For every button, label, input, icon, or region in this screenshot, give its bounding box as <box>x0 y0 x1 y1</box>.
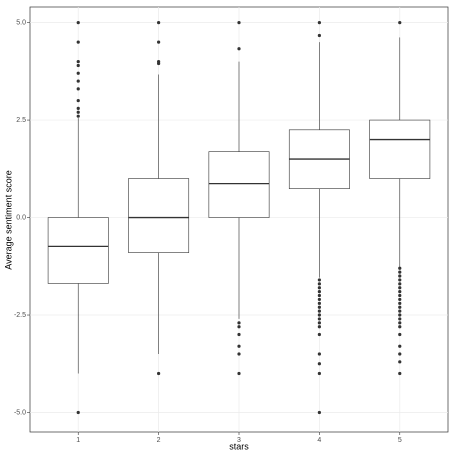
box <box>208 151 270 218</box>
box <box>47 217 109 284</box>
outlier <box>157 371 161 376</box>
y-tick-label: -5.0 <box>14 409 26 416</box>
outlier <box>76 20 80 25</box>
box <box>369 119 431 179</box>
outlier <box>76 110 80 114</box>
outlier <box>398 290 402 294</box>
box <box>128 178 190 253</box>
outlier <box>76 114 80 118</box>
outlier <box>157 20 161 25</box>
outlier <box>76 106 80 110</box>
outlier <box>157 40 161 44</box>
outlier <box>76 59 80 64</box>
outlier <box>76 71 80 75</box>
outlier <box>398 344 402 348</box>
outlier <box>317 301 321 305</box>
outlier <box>398 286 402 290</box>
outlier <box>398 360 402 364</box>
outlier <box>76 79 80 83</box>
outlier <box>317 332 321 337</box>
outlier <box>237 325 241 329</box>
x-tick-label: 5 <box>398 437 402 444</box>
x-axis-title: stars <box>229 441 249 451</box>
outlier <box>398 20 402 25</box>
outlier <box>398 325 402 329</box>
outlier <box>398 274 402 278</box>
outlier <box>157 61 161 66</box>
outlier <box>398 371 402 376</box>
outlier <box>76 410 80 415</box>
outlier <box>317 317 321 321</box>
outlier <box>237 332 241 337</box>
outlier <box>317 305 321 309</box>
outlier <box>76 98 80 103</box>
outlier <box>398 266 402 270</box>
outlier <box>237 47 241 51</box>
outlier <box>237 352 241 356</box>
outlier <box>398 270 402 274</box>
outlier <box>398 332 402 337</box>
outlier <box>317 282 321 286</box>
outlier <box>398 278 402 282</box>
y-axis-title: Average sentiment score <box>3 170 13 269</box>
outlier <box>317 20 321 25</box>
outlier <box>76 63 80 68</box>
outlier <box>398 309 402 313</box>
outlier <box>317 33 321 38</box>
outlier <box>317 286 321 290</box>
outlier <box>237 371 241 376</box>
outlier <box>398 297 402 302</box>
outlier <box>317 309 321 313</box>
outlier <box>76 87 80 91</box>
outlier <box>398 352 402 356</box>
outlier <box>237 344 241 348</box>
y-tick-label: 5.0 <box>16 19 26 26</box>
outlier <box>317 293 321 298</box>
outlier <box>317 371 321 376</box>
x-tick-label: 4 <box>317 437 321 444</box>
outlier <box>398 313 402 317</box>
outlier <box>317 352 321 356</box>
outlier <box>398 293 402 298</box>
x-tick-label: 1 <box>76 437 80 444</box>
outlier <box>317 410 321 415</box>
outlier <box>317 325 321 329</box>
outlier <box>237 321 241 325</box>
outlier <box>398 301 402 305</box>
outlier <box>317 362 321 366</box>
outlier <box>398 317 402 321</box>
outlier <box>317 313 321 317</box>
x-tick-label: 3 <box>237 437 241 444</box>
outlier <box>317 321 321 325</box>
outlier <box>317 297 321 302</box>
outlier <box>398 282 402 286</box>
outlier <box>398 321 402 325</box>
x-tick-label: 2 <box>157 437 161 444</box>
y-tick-label: -2.5 <box>14 312 26 319</box>
outlier <box>237 20 241 25</box>
y-tick-label: 0.0 <box>16 214 26 221</box>
outlier <box>76 40 80 44</box>
outlier <box>398 305 402 309</box>
outlier <box>317 290 321 294</box>
outlier <box>317 278 321 282</box>
y-tick-label: 2.5 <box>16 117 26 124</box>
